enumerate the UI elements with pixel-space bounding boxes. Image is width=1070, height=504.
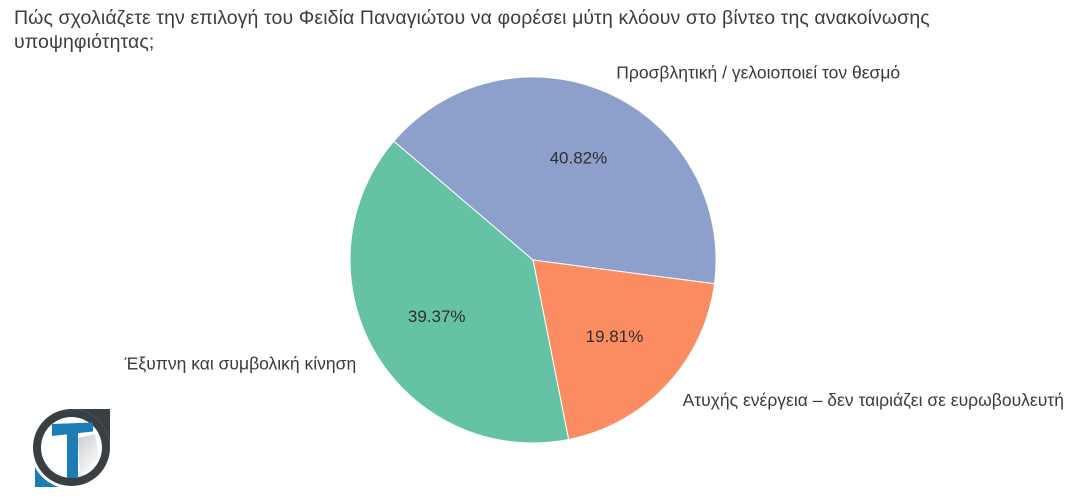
logo-fold-shadow (78, 434, 99, 478)
logo-t-stem (67, 433, 78, 478)
chart-title: Πώς σχολιάζετε την επιλογή του Φειδία Πα… (14, 7, 930, 53)
pie-slice (349, 140, 570, 444)
site-logo (30, 406, 113, 489)
pie-percent-label: 40.82% (550, 149, 608, 168)
pie-percent-label: 39.37% (408, 307, 466, 326)
logo-letter-t (52, 422, 93, 478)
logo-t-bar (52, 422, 93, 436)
pie-slice-label: Προσβλητική / γελοιοποιεί τον θεσμό (616, 63, 900, 83)
pie-slice (393, 76, 717, 285)
pie-slice (532, 259, 716, 441)
pie-slice-label: Ατυχής ενέργεια – δεν ταιριάζει σε ευρωβ… (683, 390, 1064, 410)
pie-percent-label: 19.81% (586, 327, 644, 346)
logo-gap-ring (30, 406, 113, 489)
pie-slice-label: Έξυπνη και συμβολική κίνηση (124, 354, 357, 374)
logo-corner-fill (71, 409, 110, 448)
